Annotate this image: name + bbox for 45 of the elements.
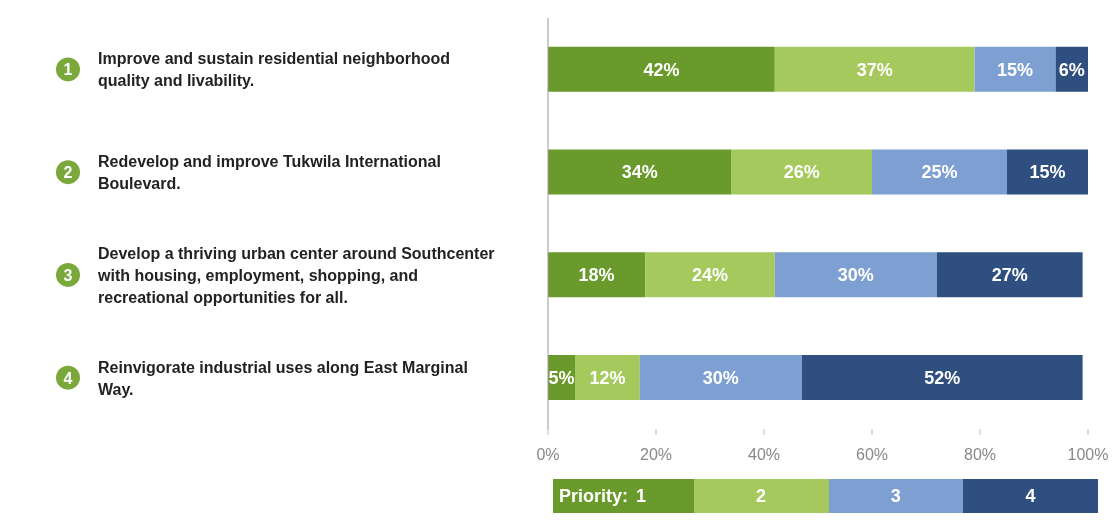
x-tick-label: 80% [963, 446, 997, 464]
x-tick-label: 100% [1067, 446, 1109, 464]
bar [774, 46, 975, 92]
data-label: 12% [589, 367, 626, 388]
x-tick-label: 0% [536, 446, 560, 464]
data-label: 18% [578, 265, 615, 286]
data-label: 24% [691, 265, 729, 286]
bar [974, 46, 1056, 92]
x-tick-label: 20% [639, 446, 673, 464]
bar [731, 149, 872, 195]
data-label: 5% [548, 367, 575, 388]
text: 3 [890, 485, 901, 507]
bar [872, 149, 1007, 195]
data-label: 15% [1029, 162, 1066, 183]
data-label: 37% [856, 59, 893, 80]
x-tick-label: 40% [747, 446, 781, 464]
category-label: 4 Reinvigorate industrial uses along East Marginal Way. [63, 358, 468, 398]
data-label: 30% [702, 367, 739, 388]
bar [548, 149, 732, 195]
data-label: 34% [621, 162, 658, 183]
data-label: 25% [921, 162, 958, 183]
data-label: 52% [924, 367, 961, 388]
text: 1 [636, 485, 647, 507]
bar [548, 252, 646, 298]
data-label: 42% [643, 59, 680, 80]
data-label: 15% [997, 59, 1034, 80]
text: 2 [756, 485, 767, 507]
legend-title: Priority: [559, 485, 629, 507]
bar [548, 46, 775, 92]
data-label: 26% [783, 162, 820, 183]
category-label: 2 Redevelop and improve Tukwila International Boulevard. [63, 153, 441, 193]
bar [639, 355, 802, 401]
category-label: 1 Improve and sustain residential neighborhood quality and livability. [63, 50, 451, 90]
bar [936, 252, 1083, 298]
bar [1007, 149, 1088, 195]
x-tick-label: 60% [855, 446, 889, 464]
category-label: 3 Develop a thriving urban center around Southcenter with housing, employment, shopping, and recreational opportunities for all. [63, 244, 495, 306]
bar [645, 252, 775, 298]
text: 4 [1025, 485, 1036, 507]
bar [801, 355, 1083, 401]
data-label: 27% [991, 265, 1028, 286]
data-label: 6% [1058, 59, 1085, 80]
bar [575, 355, 640, 401]
bar [774, 252, 937, 298]
data-label: 30% [837, 265, 874, 286]
